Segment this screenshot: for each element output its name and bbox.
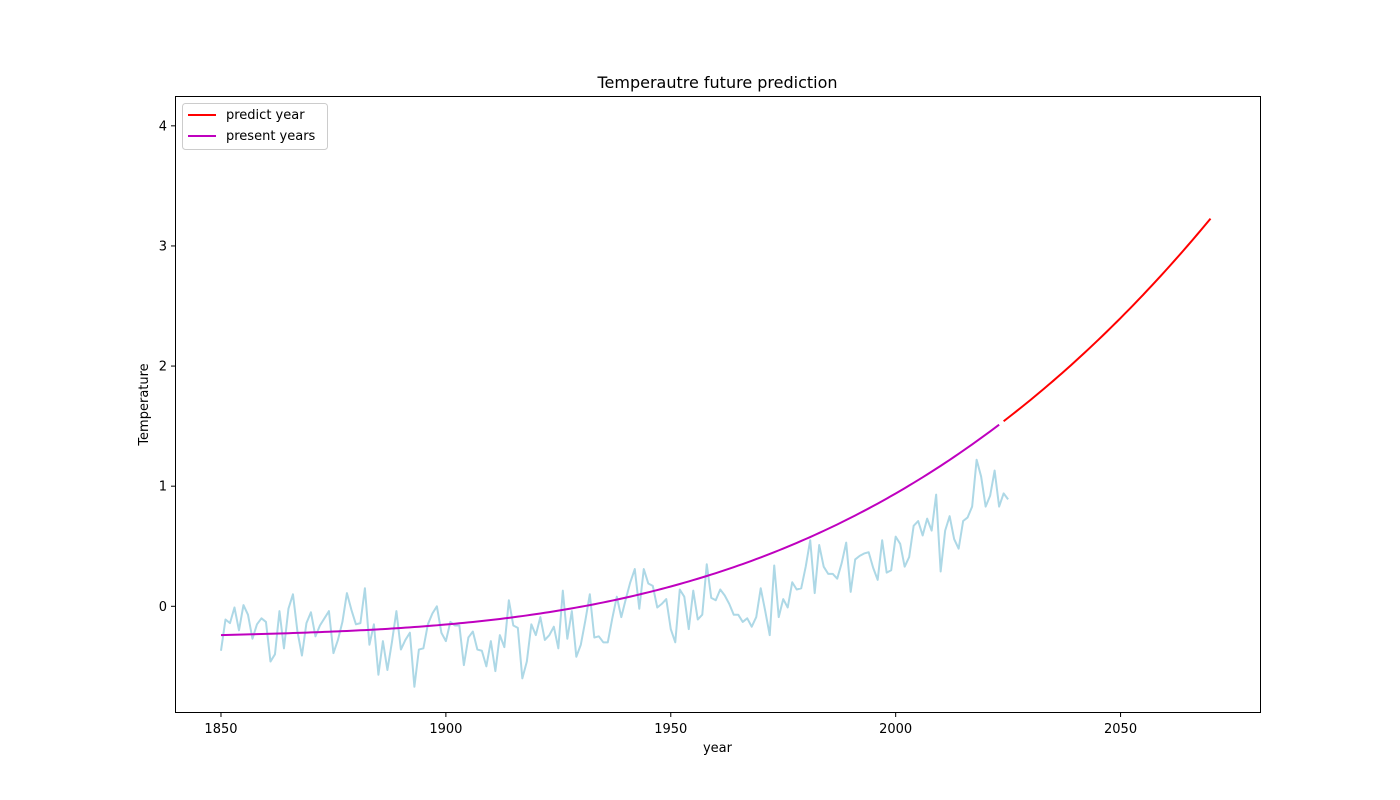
- y-tick-label: 3: [159, 239, 167, 254]
- x-axis-title: year: [703, 741, 733, 756]
- series-line-predict-year: [1003, 217, 1212, 423]
- x-tick-label: 1950: [654, 722, 687, 737]
- x-tick-label: 2000: [879, 722, 912, 737]
- plot-area: [219, 217, 1212, 688]
- legend-label-predict-year: predict year: [226, 108, 305, 123]
- series-line-present-years: [220, 423, 1000, 637]
- legend: predict year present years: [182, 103, 328, 150]
- x-tick-label: 1900: [429, 722, 462, 737]
- y-tick-label: 2: [159, 360, 167, 375]
- chart-title: Temperautre future prediction: [596, 73, 837, 92]
- y-axis-title: Temperature: [137, 363, 152, 446]
- x-tick-label: 2050: [1104, 722, 1137, 737]
- y-tick-label: 1: [159, 480, 167, 495]
- legend-box: [182, 103, 328, 150]
- y-axis: 0 1 2 3 4: [159, 119, 176, 615]
- plot-frame: [175, 96, 1261, 713]
- observed-temperature-line: [219, 458, 1009, 688]
- y-tick-label: 0: [159, 600, 167, 615]
- y-tick-label: 4: [159, 119, 167, 134]
- x-axis: 1850 1900 1950 2000 2050: [204, 712, 1137, 737]
- legend-label-present-years: present years: [226, 129, 316, 144]
- x-tick-label: 1850: [204, 722, 237, 737]
